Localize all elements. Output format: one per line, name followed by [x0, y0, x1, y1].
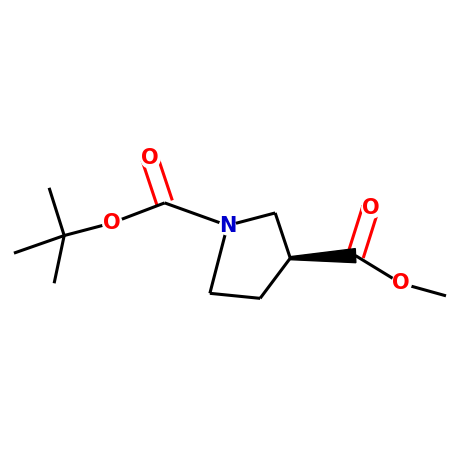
- Text: O: O: [141, 147, 158, 168]
- Polygon shape: [290, 249, 356, 262]
- Text: O: O: [362, 198, 379, 218]
- Text: O: O: [103, 213, 121, 233]
- Text: N: N: [219, 216, 236, 235]
- Text: O: O: [392, 273, 409, 293]
